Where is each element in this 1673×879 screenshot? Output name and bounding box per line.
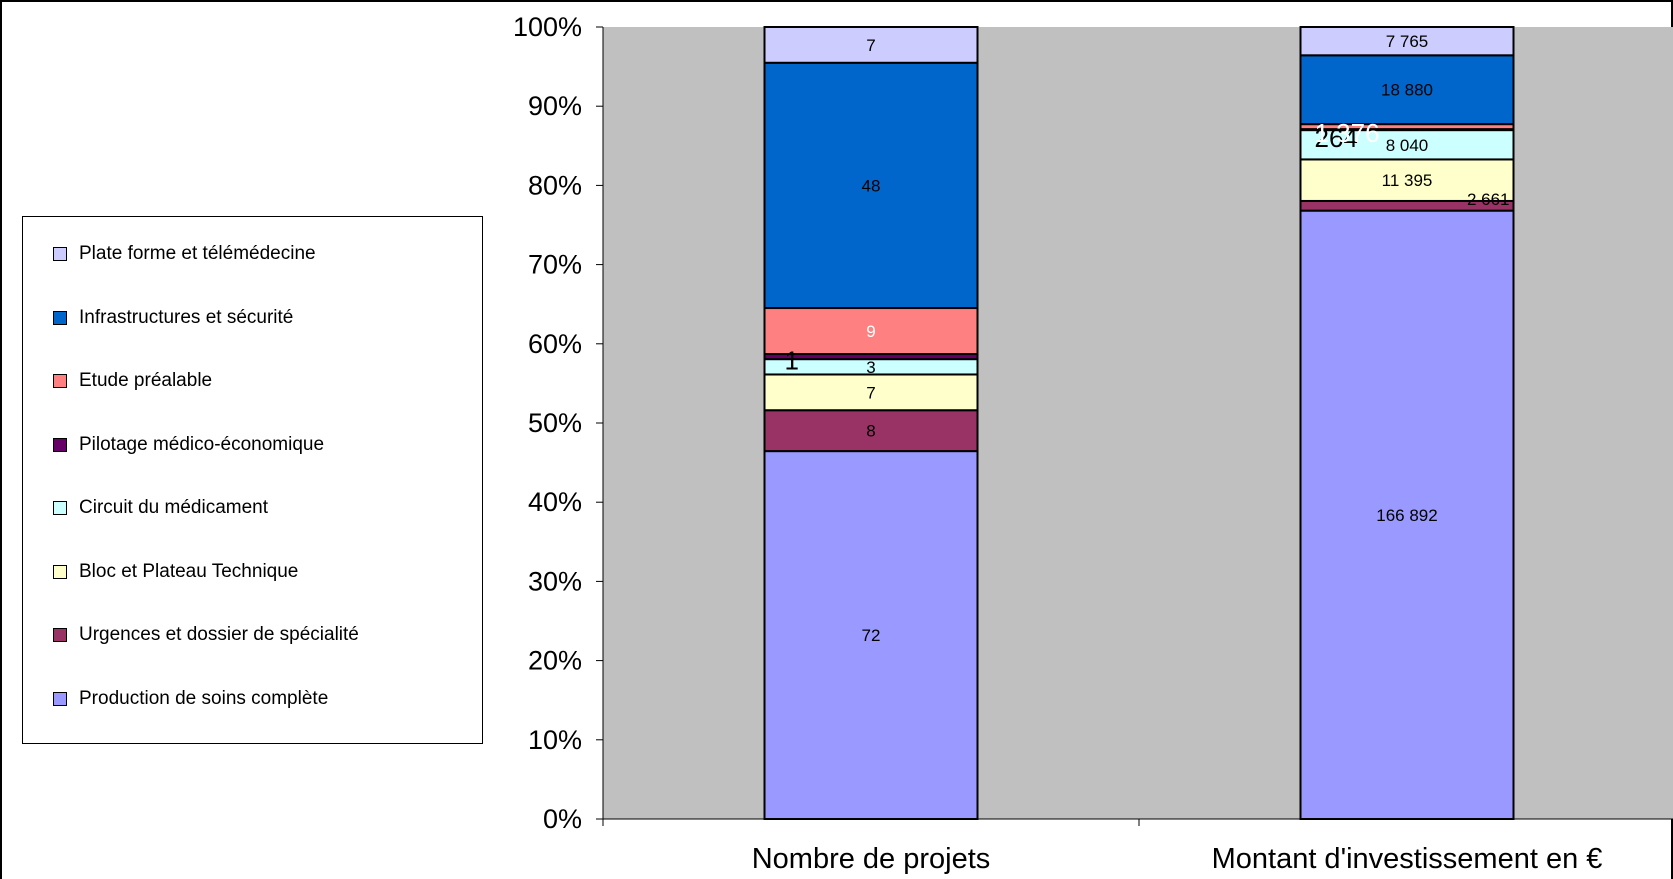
data-label: 3 (866, 358, 875, 377)
legend-label: Circuit du médicament (79, 497, 269, 518)
data-label: 9 (866, 322, 875, 341)
legend-item: Plate forme et télémédecine (53, 243, 316, 265)
legend-label: Bloc et Plateau Technique (79, 560, 299, 582)
legend-label: Plate forme et télémédecine (79, 243, 316, 264)
legend-swatch (53, 564, 67, 579)
y-tick-label: 0% (543, 804, 582, 834)
legend-label: Infrastructures et sécurité (79, 306, 294, 328)
legend: Plate forme et télémédecine Infrastructur… (22, 216, 483, 744)
data-label: 11 395 (1382, 171, 1433, 190)
legend-swatch (53, 501, 67, 515)
y-tick-label: 80% (528, 170, 582, 200)
bar-segment (763, 307, 979, 356)
legend-item: Etude préalable (53, 370, 212, 392)
y-tick-label: 30% (528, 566, 582, 596)
data-label: 8 (866, 422, 875, 441)
data-label: 7 (866, 383, 875, 402)
legend-item: Pilotage médico-économique (53, 434, 324, 456)
legend-label: Urgences et dossier de spécialité (79, 624, 359, 645)
bar-segment (1299, 209, 1515, 820)
legend-item: Production de soins complète (53, 688, 328, 710)
legend-item: Infrastructures et sécurité (53, 307, 293, 329)
legend-swatch (53, 691, 67, 706)
bar-segment (763, 373, 979, 412)
legend-swatch (53, 374, 67, 388)
bar-segment (1299, 26, 1515, 57)
legend-swatch (53, 437, 67, 452)
data-label: 1 376 (1315, 118, 1380, 148)
data-label: 264 (1315, 123, 1358, 153)
y-tick-label: 60% (528, 329, 582, 359)
data-label: 7 765 (1386, 32, 1429, 51)
bar-segment (1299, 54, 1515, 126)
legend-swatch (53, 247, 67, 261)
legend-label: Pilotage médico-économique (79, 433, 325, 455)
y-tick-label: 10% (528, 725, 582, 755)
legend-swatch (53, 628, 67, 642)
x-category-label: Nombre de projets (752, 843, 991, 875)
y-tick-label: 100% (513, 12, 582, 42)
data-label: 48 (862, 176, 881, 195)
data-label: 2 661 (1467, 190, 1510, 209)
data-label: 72 (862, 626, 881, 645)
legend-label: Production de soins complète (79, 687, 329, 709)
y-tick-label: 50% (528, 408, 582, 438)
data-label: 166 892 (1376, 506, 1437, 525)
y-tick-label: 90% (528, 91, 582, 121)
y-tick-label: 40% (528, 487, 582, 517)
y-tick-label: 20% (528, 646, 582, 676)
data-label: 18 880 (1381, 81, 1433, 100)
data-label: 1 (785, 346, 799, 376)
bar-segment (763, 61, 979, 310)
x-category-label: Montant d'investissement en € (1212, 843, 1603, 875)
legend-swatch (53, 310, 67, 325)
legend-label: Etude préalable (79, 370, 213, 391)
bar-segment (763, 26, 979, 64)
legend-item: Urgences et dossier de spécialité (53, 624, 359, 646)
bar-segment (763, 450, 979, 820)
data-label: 7 (866, 36, 875, 55)
legend-item: Bloc et Plateau Technique (53, 561, 298, 583)
data-label: 8 040 (1386, 136, 1429, 155)
legend-item: Circuit du médicament (53, 497, 268, 519)
y-tick-label: 70% (528, 250, 582, 280)
